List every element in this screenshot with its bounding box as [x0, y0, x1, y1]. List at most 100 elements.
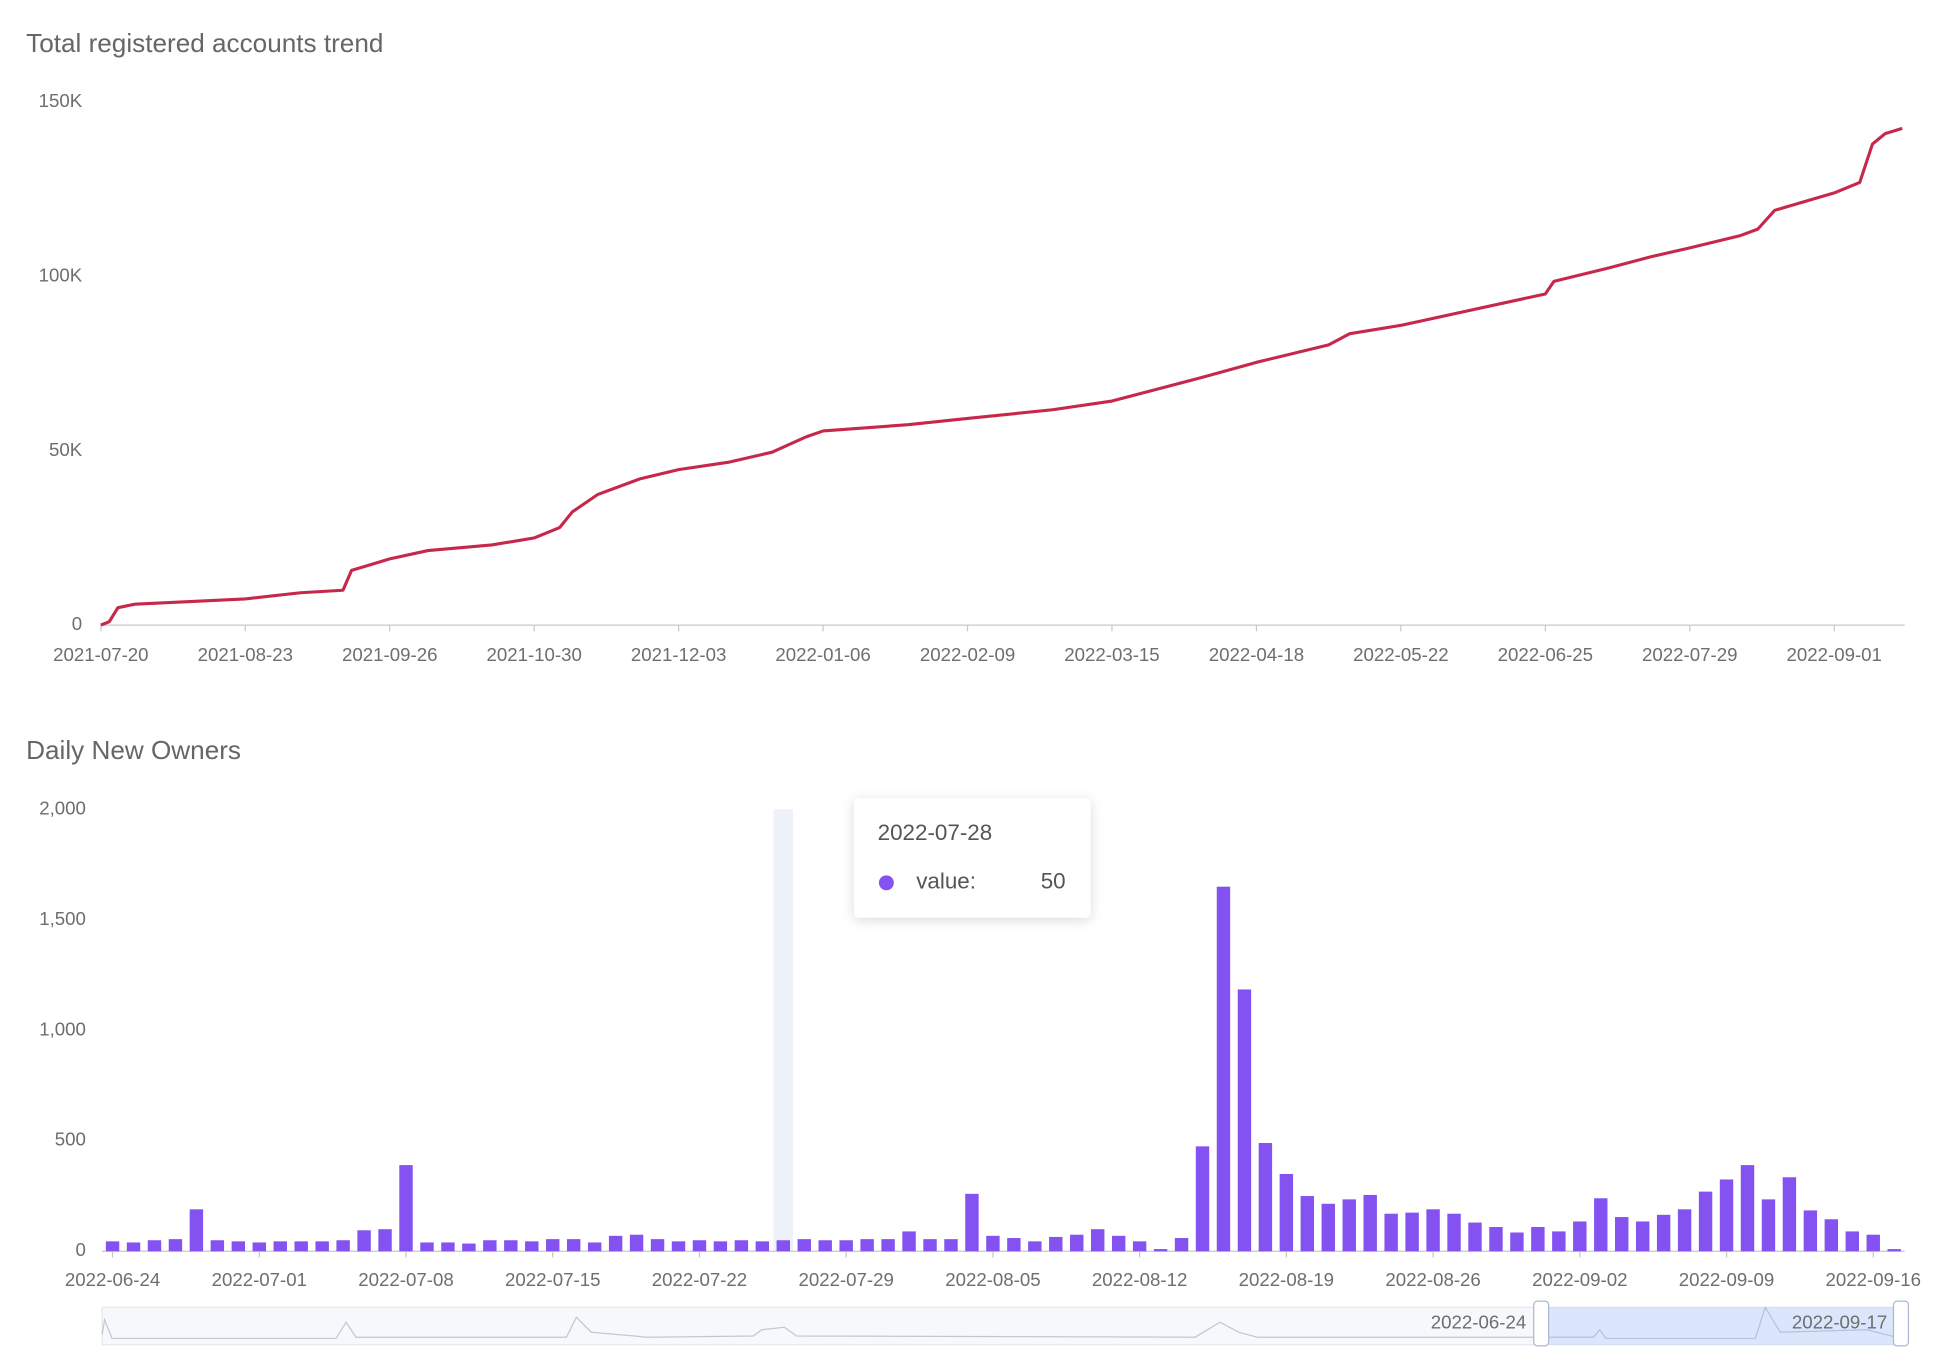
bar: [315, 1241, 329, 1252]
bar: [1237, 989, 1252, 1252]
bar: [525, 1241, 539, 1252]
bar: [1405, 1212, 1419, 1252]
bar: [1594, 1198, 1608, 1252]
bar: [1719, 1179, 1734, 1252]
bar: [1552, 1231, 1566, 1252]
bar: [1489, 1226, 1503, 1252]
y-tick-label: 150K: [39, 90, 83, 111]
y-tick-label: 0: [76, 1239, 86, 1260]
bar: [1468, 1222, 1482, 1252]
zoom-end-label: 2022-09-17: [1792, 1311, 1887, 1332]
bar: [336, 1240, 350, 1252]
tooltip-value: 50: [1041, 869, 1066, 894]
bar: [1782, 1177, 1797, 1252]
x-tick-label: 2022-01-06: [775, 644, 870, 665]
y-tick-label: 50K: [49, 439, 83, 460]
bar: [378, 1229, 392, 1252]
bar: [692, 1240, 707, 1252]
bar: [860, 1239, 874, 1252]
bar: [734, 1240, 749, 1252]
hover-band: [773, 809, 794, 1252]
line-series: [100, 126, 1903, 627]
bar: [1845, 1231, 1859, 1252]
bar: [546, 1239, 560, 1252]
y-tick-label: 500: [55, 1129, 86, 1150]
y-tick-label: 100K: [39, 264, 83, 285]
x-tick-label: 2022-07-29: [1642, 644, 1737, 665]
bar: [671, 1241, 686, 1252]
x-tick-label: 2022-07-08: [358, 1269, 453, 1290]
bar: [1615, 1217, 1629, 1252]
bar: [1698, 1191, 1713, 1252]
x-tick-label: 2021-08-23: [198, 644, 293, 665]
tooltip: 2022-07-28 value: 50: [854, 798, 1091, 918]
y-tick-label: 2,000: [39, 797, 86, 818]
bar: [881, 1239, 895, 1252]
chart-title: Daily New Owners: [26, 735, 241, 765]
bar: [1342, 1199, 1356, 1252]
bar: [1510, 1232, 1524, 1252]
bar: [1866, 1234, 1880, 1252]
bar: [1111, 1235, 1126, 1252]
bar: [210, 1240, 225, 1252]
bar: [1321, 1203, 1335, 1252]
bar: [1091, 1229, 1105, 1252]
x-tick-label: 2022-09-16: [1826, 1269, 1921, 1290]
bar: [1007, 1238, 1021, 1252]
bar: [1195, 1146, 1210, 1252]
bar: [357, 1230, 371, 1252]
zoom-handle[interactable]: [1533, 1300, 1550, 1347]
bar: [713, 1241, 728, 1252]
x-tick-label: 2022-09-09: [1679, 1269, 1774, 1290]
x-tick-label: 2022-05-22: [1353, 644, 1448, 665]
bar: [273, 1241, 287, 1252]
zoom-handle[interactable]: [1892, 1300, 1910, 1347]
bar: [147, 1240, 162, 1252]
bar: [1258, 1143, 1273, 1252]
x-tick-label: 2022-06-25: [1498, 644, 1593, 665]
bar: [1279, 1173, 1294, 1252]
x-tick-label: 2021-12-03: [631, 644, 726, 665]
bar: [797, 1239, 811, 1252]
bar: [504, 1240, 518, 1252]
x-tick-label: 2022-09-02: [1532, 1269, 1627, 1290]
bar: [189, 1209, 204, 1252]
bar: [1803, 1210, 1818, 1252]
x-tick-label: 2022-08-12: [1092, 1269, 1187, 1290]
x-tick-label: 2022-04-18: [1209, 644, 1304, 665]
bar: [420, 1242, 434, 1252]
bar: [1300, 1196, 1315, 1252]
bar: [1887, 1249, 1901, 1252]
bar: [1824, 1219, 1839, 1252]
bar: [1573, 1221, 1587, 1252]
x-tick-label: 2022-07-15: [505, 1269, 600, 1290]
x-tick-label: 2022-02-09: [920, 644, 1015, 665]
x-tick-label: 2021-09-26: [342, 644, 437, 665]
bar: [1132, 1241, 1147, 1252]
bar: [1635, 1221, 1650, 1252]
bar: [902, 1231, 916, 1252]
bar: [1531, 1226, 1545, 1252]
y-tick-label: 0: [72, 613, 82, 634]
bar: [965, 1193, 979, 1252]
bar: [126, 1242, 141, 1252]
bar: [441, 1242, 455, 1252]
bar: [168, 1239, 183, 1252]
bar: [755, 1241, 770, 1252]
bar: [1761, 1199, 1776, 1252]
tooltip-label: value:: [916, 869, 976, 894]
zoom-window[interactable]: [1541, 1307, 1901, 1345]
bar: [566, 1239, 581, 1252]
bar: [839, 1240, 853, 1252]
bar: [1363, 1194, 1377, 1252]
x-tick-label: 2022-07-29: [798, 1269, 893, 1290]
bar: [1384, 1213, 1398, 1252]
zoom-sparkline: [101, 1305, 1903, 1340]
chart-title: Total registered accounts trend: [26, 28, 383, 58]
bar: [1447, 1213, 1461, 1252]
bar: [1070, 1234, 1084, 1252]
bar: [1174, 1238, 1189, 1252]
bar: [1677, 1209, 1692, 1252]
bar: [399, 1165, 413, 1252]
